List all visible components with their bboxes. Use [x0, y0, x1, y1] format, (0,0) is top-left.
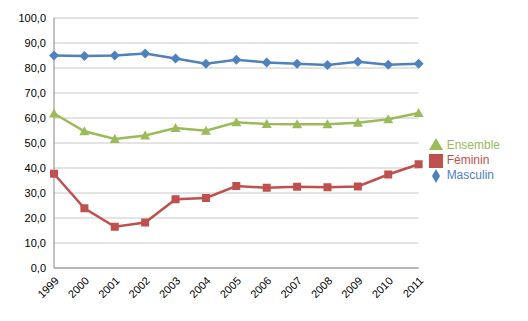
svg-text:20,0: 20,0 [25, 212, 46, 224]
svg-text:60,0: 60,0 [25, 112, 46, 124]
svg-text:2005: 2005 [217, 274, 243, 300]
svg-text:90,0: 90,0 [25, 37, 46, 49]
html-text:Féminin: Féminin [446, 153, 490, 168]
html-text:Masculin: Masculin [446, 167, 494, 182]
svg-text:100,0: 100,0 [18, 12, 46, 24]
svg-text:2011: 2011 [400, 274, 425, 299]
svg-text:80,0: 80,0 [25, 62, 46, 74]
svg-text:10,0: 10,0 [25, 237, 46, 249]
svg-text:2006: 2006 [248, 274, 274, 300]
svg-text:30,0: 30,0 [25, 187, 46, 199]
svg-text:1999: 1999 [35, 274, 61, 300]
svg-text:2000: 2000 [66, 274, 92, 300]
svg-text:2010: 2010 [369, 274, 395, 300]
svg-text:40,0: 40,0 [25, 162, 46, 174]
svg-text:2001: 2001 [96, 274, 122, 300]
svg-text:2009: 2009 [339, 274, 365, 300]
svg-text:70,0: 70,0 [25, 87, 46, 99]
svg-text:2008: 2008 [309, 274, 335, 300]
html-text:Ensemble: Ensemble [446, 138, 500, 153]
svg-text:0,0: 0,0 [31, 262, 46, 274]
svg-text:2007: 2007 [278, 274, 304, 300]
svg-text:2004: 2004 [187, 274, 213, 300]
svg-text:50,0: 50,0 [25, 137, 46, 149]
svg-text:2002: 2002 [126, 274, 152, 300]
svg-text:2003: 2003 [157, 274, 183, 300]
